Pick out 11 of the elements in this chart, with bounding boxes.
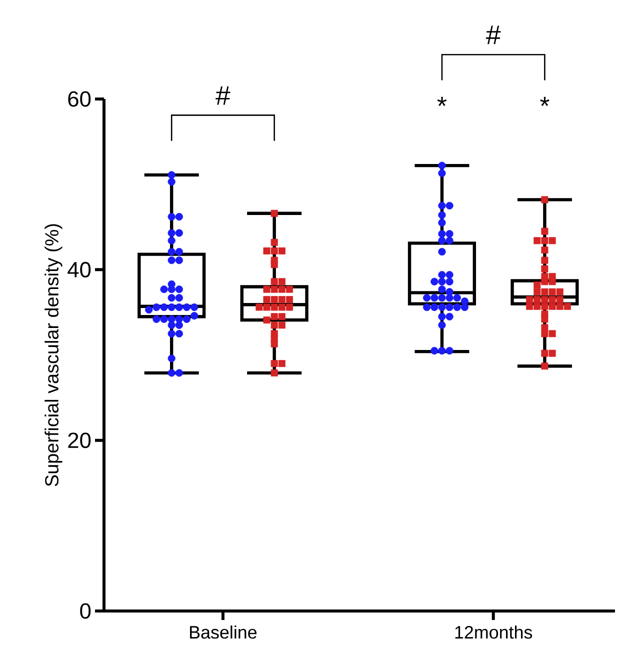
y-tick-label: 60 xyxy=(68,91,91,107)
text: # xyxy=(486,26,501,44)
y-tick-label: 0 xyxy=(80,603,91,619)
annotation: * xyxy=(437,96,447,106)
annotation: * xyxy=(540,96,550,106)
annotation: # xyxy=(216,86,230,105)
y-axis-title: Superficial vascular density (%) xyxy=(44,224,62,486)
x-tick-label: Baseline xyxy=(190,626,257,639)
y-tick-label: 40 xyxy=(68,262,91,278)
y-tick-label: 20 xyxy=(68,432,91,448)
x-tick-label: 12months xyxy=(455,626,532,639)
